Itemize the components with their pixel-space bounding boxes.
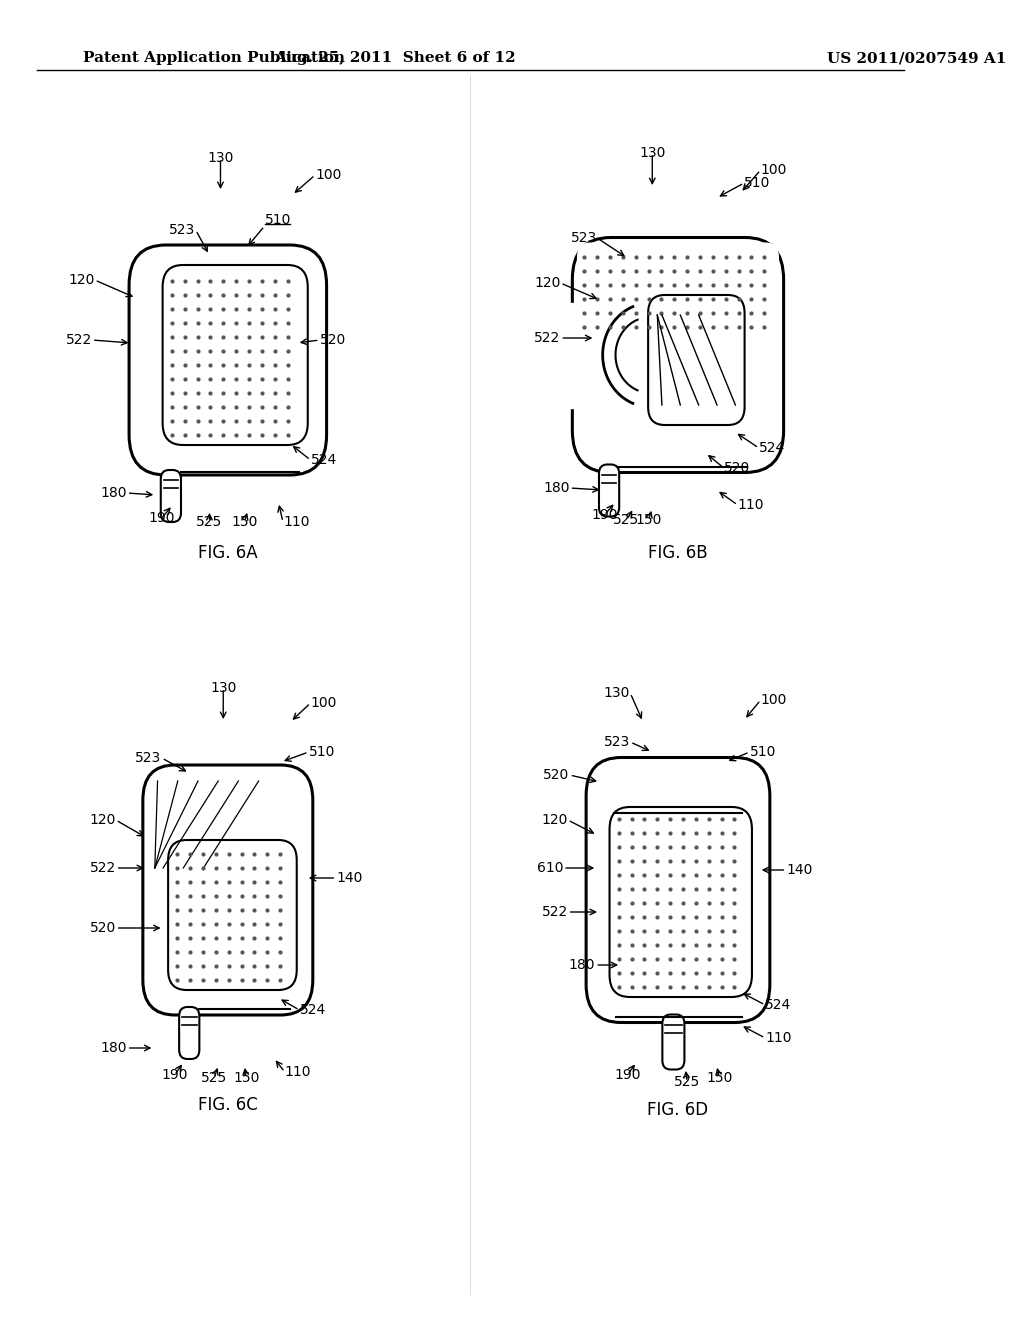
Text: 610: 610 [537, 861, 563, 875]
Text: 110: 110 [765, 1031, 792, 1045]
Text: 190: 190 [614, 1068, 641, 1082]
FancyBboxPatch shape [648, 294, 744, 425]
Text: 525: 525 [613, 513, 640, 527]
Text: 524: 524 [765, 998, 792, 1012]
Text: 120: 120 [69, 273, 94, 286]
Text: 520: 520 [89, 921, 116, 935]
FancyBboxPatch shape [168, 840, 297, 990]
Polygon shape [570, 302, 648, 408]
FancyBboxPatch shape [151, 774, 305, 880]
FancyBboxPatch shape [179, 1007, 200, 1059]
Text: 180: 180 [568, 958, 595, 972]
Text: 150: 150 [231, 515, 258, 529]
Text: Patent Application Publication: Patent Application Publication [83, 51, 345, 65]
Text: 180: 180 [100, 1041, 127, 1055]
FancyBboxPatch shape [609, 807, 752, 997]
Text: 140: 140 [786, 863, 813, 876]
Text: 150: 150 [636, 513, 662, 527]
Text: 523: 523 [604, 735, 630, 748]
FancyBboxPatch shape [599, 465, 620, 516]
Text: 520: 520 [724, 461, 751, 475]
FancyBboxPatch shape [663, 1015, 684, 1069]
Text: 150: 150 [707, 1071, 732, 1085]
Text: US 2011/0207549 A1: US 2011/0207549 A1 [826, 51, 1007, 65]
Text: 100: 100 [761, 162, 787, 177]
Text: 110: 110 [285, 1065, 311, 1078]
Text: 190: 190 [591, 508, 617, 521]
Text: 150: 150 [233, 1071, 259, 1085]
Text: 525: 525 [197, 515, 222, 529]
FancyBboxPatch shape [163, 265, 308, 445]
FancyBboxPatch shape [143, 766, 312, 1015]
Text: 180: 180 [100, 486, 127, 500]
Text: 130: 130 [207, 150, 233, 165]
Text: 100: 100 [761, 693, 787, 708]
Text: 522: 522 [542, 906, 567, 919]
Text: 524: 524 [299, 1003, 326, 1016]
Text: 100: 100 [310, 696, 337, 710]
Text: 510: 510 [308, 744, 335, 759]
Text: 120: 120 [535, 276, 560, 290]
FancyBboxPatch shape [572, 238, 783, 473]
Text: 523: 523 [135, 751, 162, 766]
Text: 525: 525 [674, 1074, 700, 1089]
Text: 510: 510 [744, 176, 770, 190]
Text: FIG. 6B: FIG. 6B [648, 544, 708, 562]
FancyBboxPatch shape [586, 758, 770, 1023]
Text: 140: 140 [336, 871, 362, 884]
Text: Aug. 25, 2011  Sheet 6 of 12: Aug. 25, 2011 Sheet 6 of 12 [274, 51, 516, 65]
Text: 520: 520 [544, 768, 569, 781]
Text: 190: 190 [162, 1068, 187, 1082]
Text: 100: 100 [315, 168, 341, 182]
Text: 130: 130 [604, 686, 630, 700]
Text: 130: 130 [639, 147, 666, 160]
Text: 525: 525 [201, 1071, 227, 1085]
Text: 523: 523 [571, 231, 597, 246]
Text: FIG. 6A: FIG. 6A [198, 544, 258, 562]
Text: FIG. 6C: FIG. 6C [198, 1096, 258, 1114]
Text: 110: 110 [737, 498, 764, 512]
Text: 180: 180 [543, 480, 569, 495]
Text: 520: 520 [319, 333, 346, 347]
Text: 524: 524 [759, 441, 785, 455]
Text: 130: 130 [210, 681, 237, 696]
Text: 522: 522 [89, 861, 116, 875]
Text: 510: 510 [750, 744, 776, 759]
Text: FIG. 6D: FIG. 6D [647, 1101, 709, 1119]
Text: 110: 110 [283, 515, 309, 529]
Text: 522: 522 [535, 331, 560, 345]
Text: 120: 120 [542, 813, 567, 828]
Text: 510: 510 [264, 213, 291, 227]
FancyBboxPatch shape [129, 246, 327, 475]
Text: 523: 523 [169, 223, 196, 238]
Text: 522: 522 [66, 333, 92, 347]
FancyBboxPatch shape [161, 470, 181, 521]
Text: 524: 524 [310, 453, 337, 467]
FancyBboxPatch shape [577, 243, 779, 335]
Text: 120: 120 [89, 813, 116, 828]
Text: 190: 190 [148, 511, 175, 525]
